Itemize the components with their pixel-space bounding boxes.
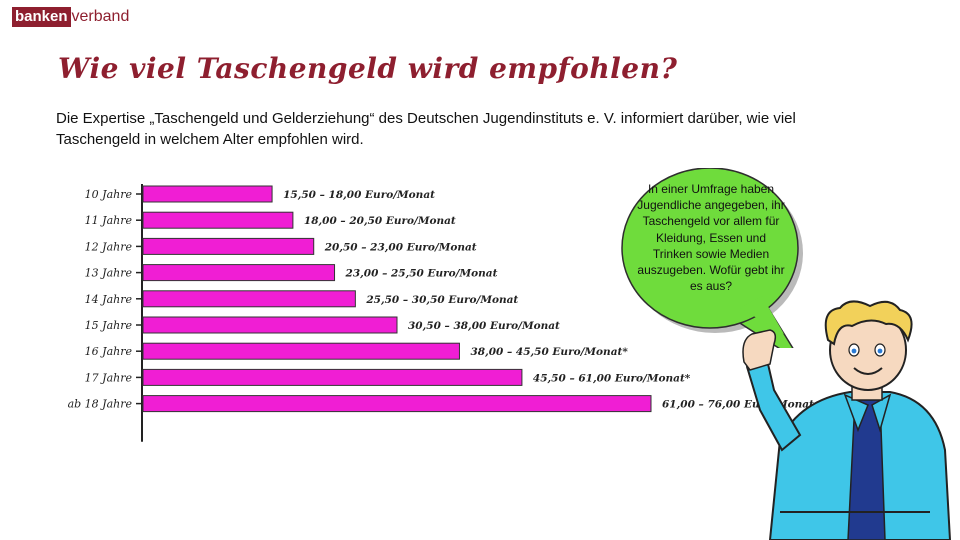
value-label: 15,50 – 18,00 Euro/Monat — [283, 189, 435, 201]
speech-bubble — [621, 168, 803, 348]
page-title: Wie viel Taschengeld wird empfohlen? — [58, 52, 678, 85]
category-label: 16 Jahre — [85, 345, 133, 358]
value-label: 45,50 – 61,00 Euro/Monat* — [533, 372, 691, 384]
bar — [142, 395, 652, 413]
category-label: 13 Jahre — [85, 267, 133, 280]
bar — [142, 290, 356, 308]
value-label: 23,00 – 25,50 Euro/Monat — [345, 268, 498, 280]
bar — [142, 237, 315, 255]
bar — [142, 264, 336, 282]
category-label: 17 Jahre — [85, 371, 133, 384]
value-label: 30,50 – 38,00 Euro/Monat — [408, 320, 560, 332]
cartoon-boy-illustration — [742, 300, 952, 540]
value-label: 18,00 – 20,50 Euro/Monat — [304, 215, 456, 227]
bar — [142, 211, 294, 229]
bar — [142, 185, 273, 203]
category-label: 12 Jahre — [85, 240, 133, 253]
category-label: 15 Jahre — [85, 319, 133, 332]
value-label: 20,50 – 23,00 Euro/Monat — [324, 241, 477, 253]
bar — [142, 316, 398, 334]
bar — [142, 368, 523, 386]
category-label: 14 Jahre — [85, 293, 133, 306]
category-label: 11 Jahre — [85, 214, 133, 227]
value-label: 25,50 – 30,50 Euro/Monat — [365, 294, 518, 306]
speech-bubble-text: In einer Umfrage haben Jugendliche angeg… — [637, 182, 785, 294]
category-label: ab 18 Jahre — [68, 398, 133, 411]
category-label: 10 Jahre — [85, 188, 133, 201]
value-label: 38,00 – 45,50 Euro/Monat* — [470, 346, 628, 358]
logo-part-verband: verband — [71, 8, 130, 25]
bar — [142, 342, 460, 360]
bankenverband-logo: banken verband — [12, 6, 129, 28]
logo-part-banken: banken — [12, 7, 71, 27]
intro-text: Die Expertise „Taschengeld und Gelderzie… — [56, 110, 796, 148]
